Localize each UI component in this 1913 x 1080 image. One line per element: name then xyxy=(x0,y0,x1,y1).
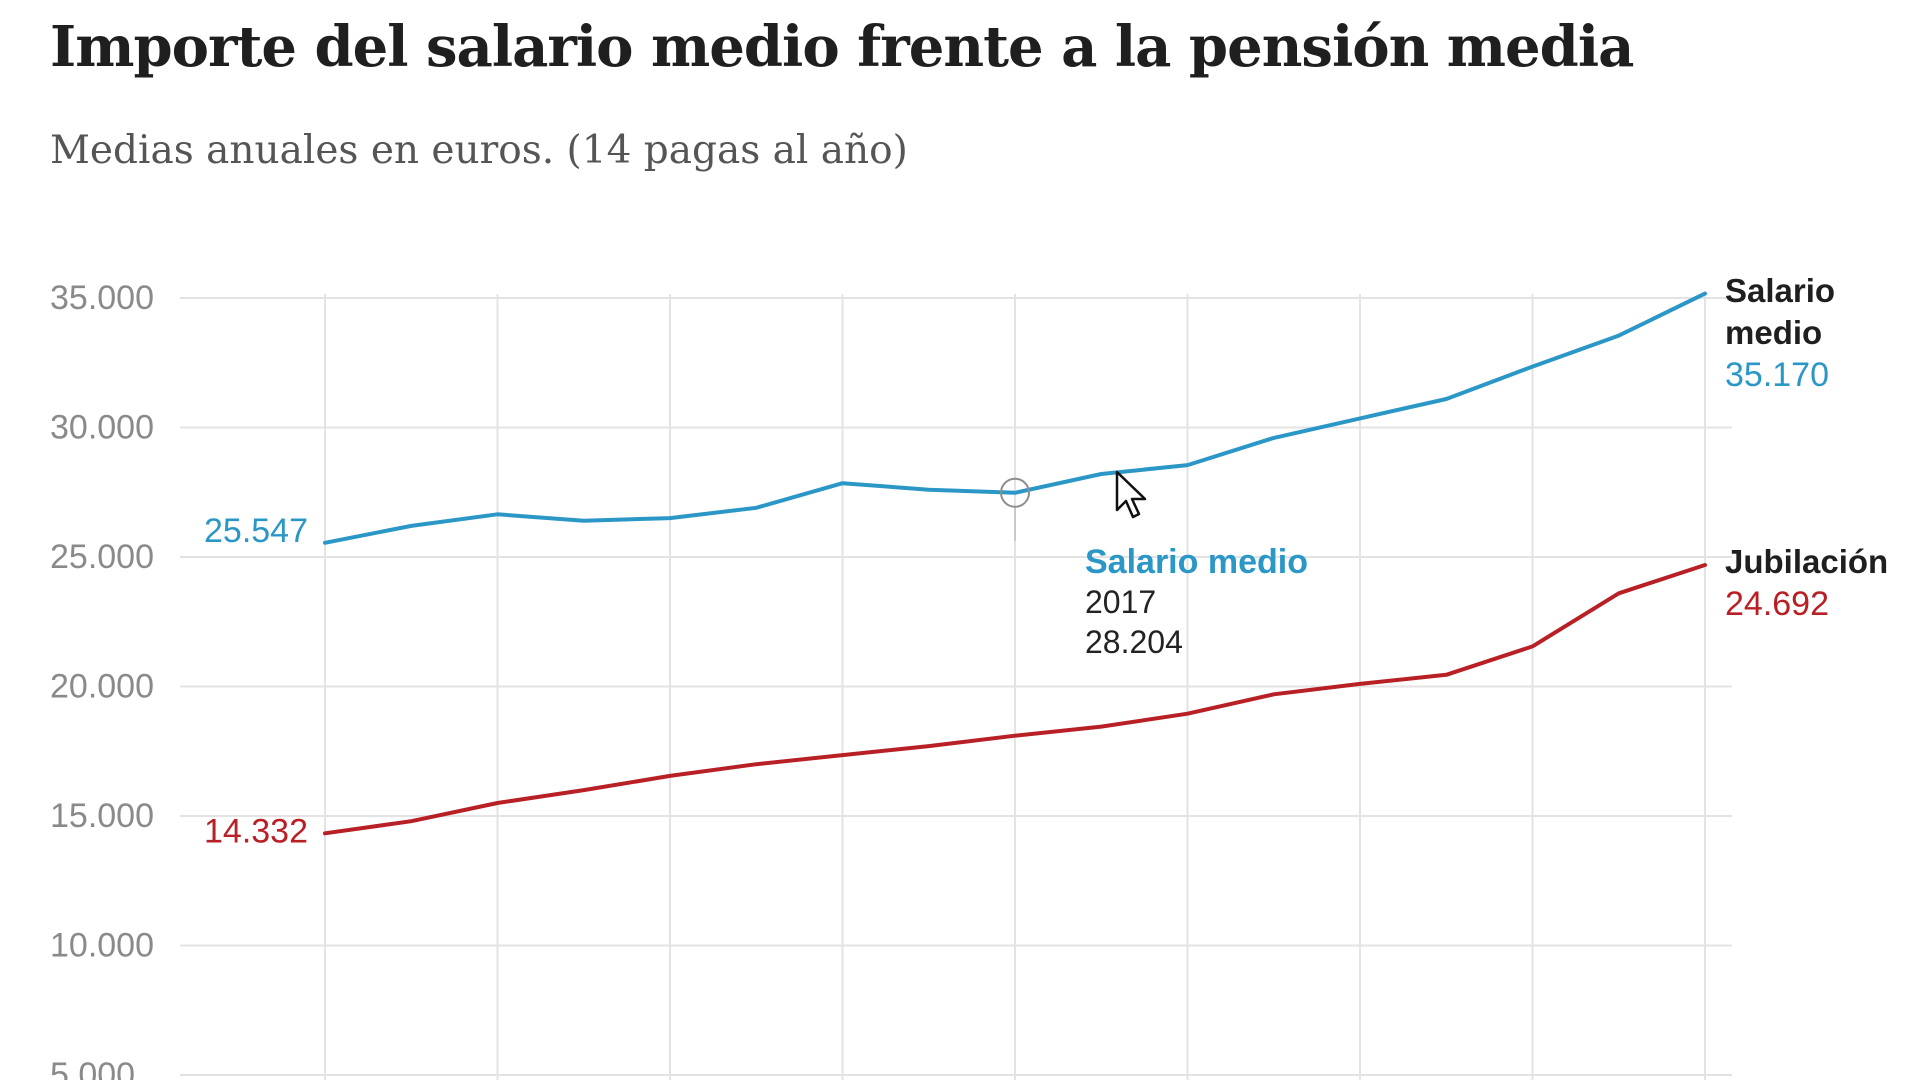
series-end-value: 24.692 xyxy=(1725,585,1829,623)
mouse-pointer-icon xyxy=(1115,470,1147,519)
y-axis-ticks: 5.000 10.000 15.000 20.000 25.000 30.000 35.00… xyxy=(50,279,154,1080)
series-line-salario-medio[interactable] xyxy=(323,291,1707,545)
y-tick-label: 20.000 xyxy=(50,668,154,706)
tooltip-value: 28.204 xyxy=(1085,624,1183,660)
tooltip-year: 2017 xyxy=(1085,584,1156,620)
series-start-value: 25.547 xyxy=(204,512,308,550)
series-end-name: medio xyxy=(1725,314,1822,351)
series-start-value: 14.332 xyxy=(204,812,308,850)
y-tick-label: 25.000 xyxy=(50,538,154,576)
tooltip-series-name: Salario medio xyxy=(1085,543,1308,581)
series-end-name: Salario xyxy=(1725,272,1835,309)
series-line-jubilacion[interactable] xyxy=(323,563,1707,836)
series-end-name: Jubilación xyxy=(1725,543,1888,580)
chart-subtitle: Medias anuales en euros. (14 pagas al añ… xyxy=(50,128,908,173)
horizontal-gridlines xyxy=(180,297,1732,1076)
y-tick-label: 10.000 xyxy=(50,927,154,965)
series-labels: 25.547 Salario medio 35.170 14.332 Jubilación… xyxy=(204,272,1888,850)
y-tick-label: 15.000 xyxy=(50,797,154,835)
series-end-value: 35.170 xyxy=(1725,356,1829,394)
series-lines xyxy=(323,291,1707,836)
chart-title: Importe del salario medio frente a la pe… xyxy=(50,14,1634,80)
mouse-pointer-shape xyxy=(1115,470,1147,519)
hover-point-marker[interactable] xyxy=(1000,477,1030,508)
y-tick-label: 30.000 xyxy=(50,409,154,447)
y-tick-label: 5.000 xyxy=(50,1056,135,1080)
y-tick-label: 35.000 xyxy=(50,279,154,317)
